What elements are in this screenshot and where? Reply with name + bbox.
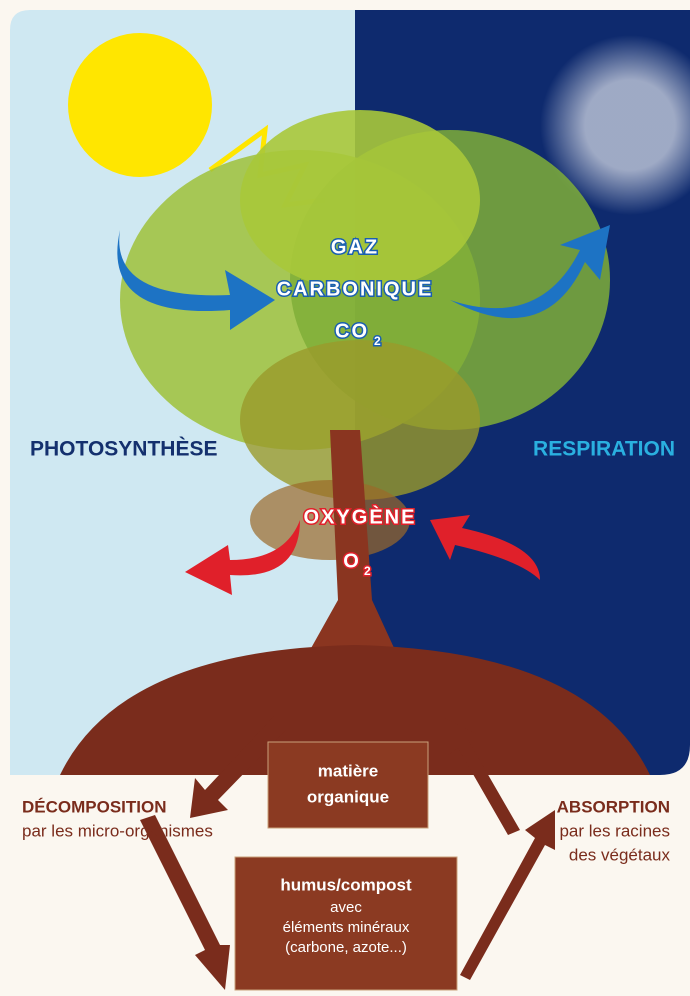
absorption-title: ABSORPTION bbox=[557, 797, 670, 816]
co2-line2: CARBONIQUE bbox=[277, 278, 434, 300]
organic-box bbox=[268, 742, 428, 828]
humus-title: humus/compost bbox=[280, 875, 412, 894]
absorption-line2: des végétaux bbox=[569, 845, 671, 864]
humus-line2: éléments minéraux bbox=[283, 919, 410, 936]
humus-line1: avec bbox=[330, 899, 362, 916]
co2-line1: GAZ bbox=[331, 236, 379, 258]
diagram: GAZ CARBONIQUE CO 2 PHOTOSYNTHÈSE RESPIR… bbox=[0, 0, 690, 996]
left-label: PHOTOSYNTHÈSE bbox=[30, 438, 217, 461]
sun bbox=[68, 33, 212, 177]
organic-line2: organique bbox=[307, 787, 389, 806]
co2-formula: CO bbox=[335, 320, 369, 342]
absorption-line1: par les racines bbox=[559, 821, 670, 840]
o2-subscript: 2 bbox=[364, 564, 373, 578]
humus-line3: (carbone, azote...) bbox=[285, 939, 407, 956]
o2-formula: O bbox=[343, 550, 361, 572]
right-label: RESPIRATION bbox=[533, 438, 675, 461]
o2-line1: OXYGÈNE bbox=[304, 505, 417, 528]
decomposition-text: par les micro-organismes bbox=[22, 821, 213, 840]
co2-subscript: 2 bbox=[374, 334, 383, 348]
decomposition-title: DÉCOMPOSITION bbox=[22, 797, 167, 816]
organic-line1: matière bbox=[318, 761, 378, 780]
